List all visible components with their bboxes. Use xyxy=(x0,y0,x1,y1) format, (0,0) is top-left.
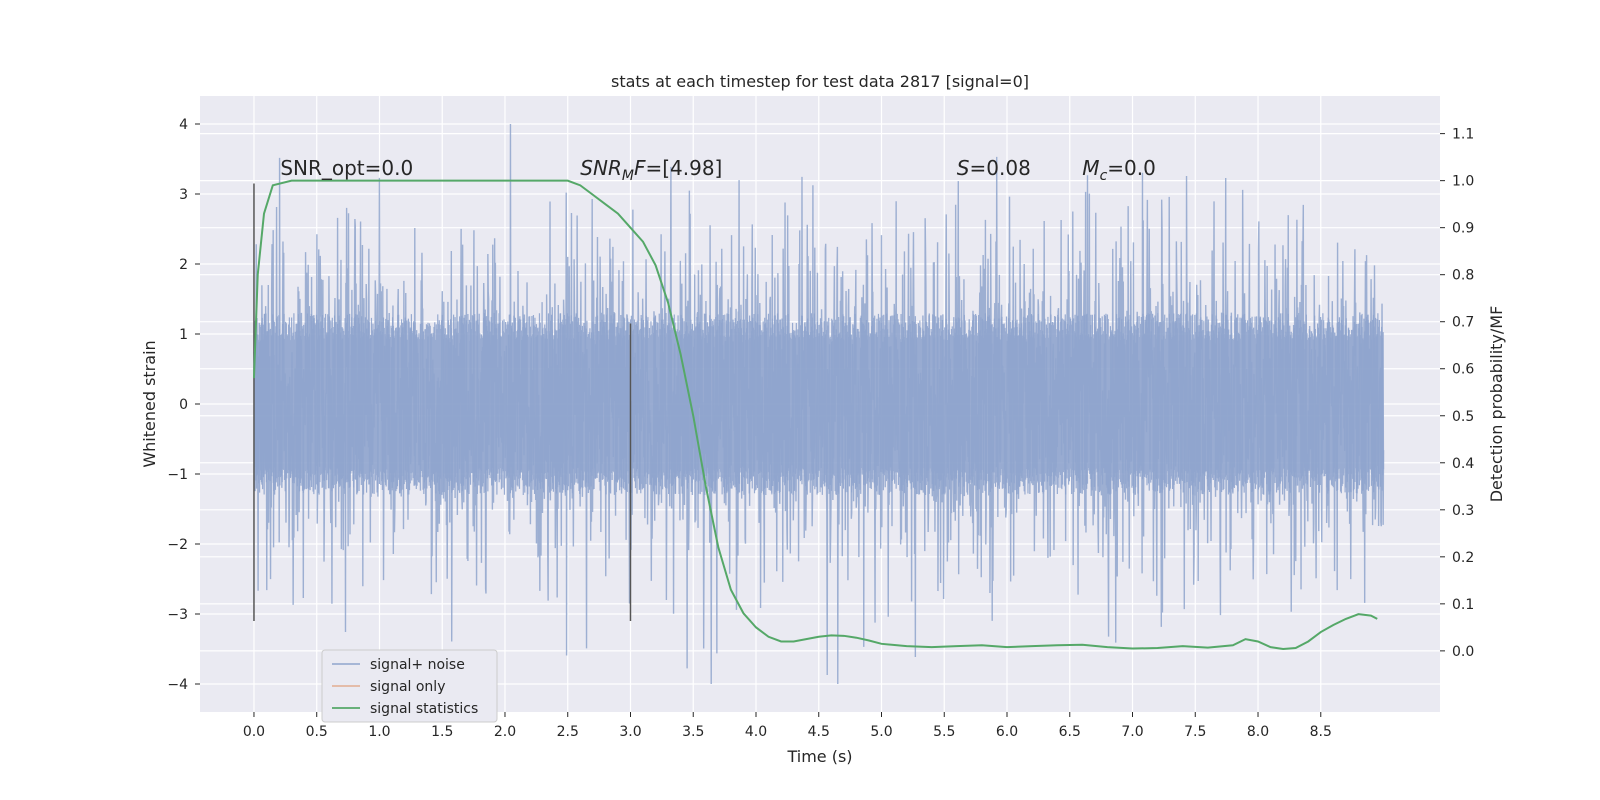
annotation-s-stat: S=0.08 xyxy=(957,156,1031,180)
y2-axis-title: Detection probability/MF xyxy=(1487,306,1506,503)
x-tick-label: 6.5 xyxy=(1059,724,1081,740)
annotation-snr-opt: SNR_opt=0.0 xyxy=(280,156,413,180)
x-tick-label: 8.0 xyxy=(1247,724,1269,740)
signal-noise-series xyxy=(253,123,1385,685)
x-tick-label: 8.5 xyxy=(1310,724,1332,740)
chart-title: stats at each timestep for test data 281… xyxy=(611,72,1029,91)
annotation-mc: Mc=0.0 xyxy=(1082,156,1156,184)
y-tick-label: 1 xyxy=(179,327,188,343)
x-tick-label: 4.5 xyxy=(808,724,830,740)
x-axis-ticks: 0.0 0.5 1.0 1.5 2.0 2.5 3.0 3.5 4.0 4.5 5.0 5.5 6.0 6… xyxy=(243,712,1332,740)
snr-mf-main: SNR xyxy=(580,156,622,180)
legend-label-signal-only: signal only xyxy=(370,679,445,695)
x-tick-label: 1.0 xyxy=(368,724,390,740)
x-tick-label: 5.5 xyxy=(933,724,955,740)
x-tick-label: 0.5 xyxy=(306,724,328,740)
x-tick-label: 2.0 xyxy=(494,724,516,740)
y2-tick-label: 0.1 xyxy=(1452,597,1474,613)
signal-noise-core xyxy=(253,313,1385,495)
x-tick-label: 2.5 xyxy=(557,724,579,740)
x-tick-label: 6.0 xyxy=(996,724,1018,740)
y-tick-label: 0 xyxy=(179,397,188,413)
x-tick-label: 0.0 xyxy=(243,724,265,740)
legend: signal+ noise signal only signal statist… xyxy=(321,649,498,723)
y2-tick-label: 0.6 xyxy=(1452,362,1474,378)
y2-tick-label: 0.3 xyxy=(1452,503,1474,519)
signal-statistics-line xyxy=(252,179,1378,650)
y2-tick-label: 0.7 xyxy=(1452,315,1474,331)
x-axis-title: Time (s) xyxy=(786,747,852,766)
mc-subscript: c xyxy=(1100,168,1108,184)
legend-label-signal-noise: signal+ noise xyxy=(370,657,465,673)
snr-mf-subscript: M xyxy=(622,168,634,184)
y2-tick-label: 0.5 xyxy=(1452,409,1474,425)
y2-tick-label: 0.2 xyxy=(1452,550,1474,566)
signal-statistics-series xyxy=(252,179,1378,650)
snr-mf-rest-f: F xyxy=(634,156,646,180)
x-tick-label: 1.5 xyxy=(431,724,453,740)
y-axis-ticks: −4 −3 −2 −1 0 1 2 3 4 xyxy=(167,117,200,693)
x-tick-label: 4.0 xyxy=(745,724,767,740)
y2-tick-label: 1.1 xyxy=(1452,127,1474,143)
x-tick-label: 7.0 xyxy=(1121,724,1143,740)
snr-mf-value: =[4.98] xyxy=(645,156,722,180)
s-value: =0.08 xyxy=(970,156,1031,180)
mc-value: =0.0 xyxy=(1107,156,1156,180)
x-tick-label: 3.0 xyxy=(619,724,641,740)
y2-tick-label: 1.0 xyxy=(1452,174,1474,190)
y-tick-label: 4 xyxy=(179,117,188,133)
vertical-markers xyxy=(253,183,632,621)
mc-main: M xyxy=(1082,156,1099,180)
y2-tick-label: 0.9 xyxy=(1452,221,1474,237)
y2-axis-ticks: 0.0 0.1 0.2 0.3 0.4 0.5 0.6 0.7 0.8 0.9 1.0 1.1 xyxy=(1440,127,1474,660)
y-tick-label: 2 xyxy=(179,257,188,273)
y-tick-label: −2 xyxy=(167,537,188,553)
y2-tick-label: 0.0 xyxy=(1452,644,1474,660)
annotation-snr-mf: SNRMF=[4.98] xyxy=(580,156,722,184)
y2-tick-label: 0.8 xyxy=(1452,268,1474,284)
y-tick-label: −1 xyxy=(167,467,188,483)
y-tick-label: −3 xyxy=(167,607,188,623)
y-tick-label: 3 xyxy=(179,187,188,203)
x-tick-label: 3.5 xyxy=(682,724,704,740)
y2-tick-label: 0.4 xyxy=(1452,456,1474,472)
legend-label-signal-statistics: signal statistics xyxy=(370,701,478,717)
y-axis-title: Whitened strain xyxy=(140,340,159,467)
x-tick-label: 5.0 xyxy=(870,724,892,740)
legend-box xyxy=(321,649,498,723)
x-tick-label: 7.5 xyxy=(1184,724,1206,740)
y-tick-label: −4 xyxy=(167,677,188,693)
s-label: S xyxy=(957,156,970,180)
